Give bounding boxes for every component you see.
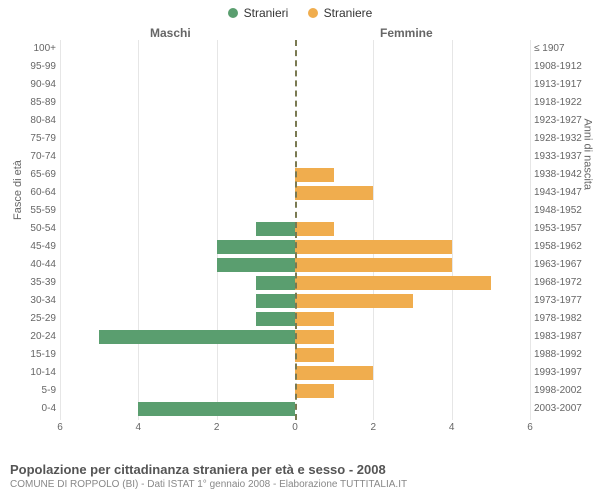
age-label: 5-9 (1, 385, 60, 396)
birth-year-label: 1988-1992 (530, 349, 594, 360)
x-tick-label: 4 (449, 422, 455, 433)
age-label: 80-84 (1, 115, 60, 126)
footer-subtitle: COMUNE DI ROPPOLO (BI) - Dati ISTAT 1° g… (10, 479, 590, 490)
birth-year-label: 1913-1917 (530, 79, 594, 90)
birth-year-label: 1958-1962 (530, 241, 594, 252)
age-label: 65-69 (1, 169, 60, 180)
bar-male (217, 240, 295, 254)
plot-area: 6420246 100+≤ 190795-991908-191290-94191… (60, 40, 530, 440)
age-label: 30-34 (1, 295, 60, 306)
birth-year-label: 1993-1997 (530, 367, 594, 378)
age-label: 50-54 (1, 223, 60, 234)
birth-year-label: 1978-1982 (530, 313, 594, 324)
footer-title: Popolazione per cittadinanza straniera p… (10, 462, 590, 477)
age-label: 25-29 (1, 313, 60, 324)
age-label: 95-99 (1, 61, 60, 72)
bar-male (256, 276, 295, 290)
bar-female (295, 240, 452, 254)
bar-male (99, 330, 295, 344)
legend: Stranieri Straniere (0, 6, 600, 21)
x-axis-ticks: 6 4 2 0 2 4 6 (60, 420, 530, 440)
birth-year-label: 1953-1957 (530, 223, 594, 234)
age-label: 35-39 (1, 277, 60, 288)
bar-male (138, 402, 295, 416)
birth-year-label: 1918-1922 (530, 97, 594, 108)
birth-year-label: 1933-1937 (530, 151, 594, 162)
bar-male (256, 222, 295, 236)
age-label: 85-89 (1, 97, 60, 108)
birth-year-label: 1948-1952 (530, 205, 594, 216)
legend-female-swatch (308, 8, 318, 18)
age-label: 40-44 (1, 259, 60, 270)
age-label: 15-19 (1, 349, 60, 360)
age-label: 90-94 (1, 79, 60, 90)
birth-year-label: ≤ 1907 (530, 43, 594, 54)
bar-male (217, 258, 295, 272)
chart-footer: Popolazione per cittadinanza straniera p… (10, 462, 590, 490)
bar-female (295, 222, 334, 236)
birth-year-label: 1928-1932 (530, 133, 594, 144)
x-tick-label: 2 (214, 422, 220, 433)
age-label: 20-24 (1, 331, 60, 342)
birth-year-label: 1973-1977 (530, 295, 594, 306)
bar-female (295, 384, 334, 398)
age-label: 75-79 (1, 133, 60, 144)
birth-year-label: 1983-1987 (530, 331, 594, 342)
birth-year-label: 1968-1972 (530, 277, 594, 288)
age-label: 60-64 (1, 187, 60, 198)
age-label: 45-49 (1, 241, 60, 252)
age-label: 10-14 (1, 367, 60, 378)
center-axis (295, 40, 297, 420)
birth-year-label: 1923-1927 (530, 115, 594, 126)
age-label: 0-4 (1, 403, 60, 414)
legend-male-swatch (228, 8, 238, 18)
bar-female (295, 366, 373, 380)
bar-female (295, 258, 452, 272)
x-tick-label: 2 (371, 422, 377, 433)
age-label: 55-59 (1, 205, 60, 216)
bar-female (295, 276, 491, 290)
birth-year-label: 1938-1942 (530, 169, 594, 180)
x-tick-label: 6 (57, 422, 63, 433)
birth-year-label: 1943-1947 (530, 187, 594, 198)
legend-male: Stranieri (228, 6, 289, 20)
section-male-label: Maschi (150, 26, 191, 40)
bar-female (295, 312, 334, 326)
birth-year-label: 1963-1967 (530, 259, 594, 270)
population-pyramid-chart: Stranieri Straniere Maschi Femmine Fasce… (0, 0, 600, 500)
bar-female (295, 330, 334, 344)
birth-year-label: 1998-2002 (530, 385, 594, 396)
birth-year-label: 1908-1912 (530, 61, 594, 72)
bar-male (256, 294, 295, 308)
bar-female (295, 186, 373, 200)
legend-female-label: Straniere (324, 6, 373, 20)
birth-year-label: 2003-2007 (530, 403, 594, 414)
section-female-label: Femmine (380, 26, 433, 40)
legend-male-label: Stranieri (244, 6, 289, 20)
bar-male (256, 312, 295, 326)
age-label: 100+ (1, 43, 60, 54)
x-tick-label: 6 (527, 422, 533, 433)
x-tick-label: 0 (292, 422, 298, 433)
legend-female: Straniere (308, 6, 373, 20)
age-label: 70-74 (1, 151, 60, 162)
bar-female (295, 168, 334, 182)
bar-female (295, 348, 334, 362)
x-tick-label: 4 (136, 422, 142, 433)
bar-female (295, 294, 413, 308)
